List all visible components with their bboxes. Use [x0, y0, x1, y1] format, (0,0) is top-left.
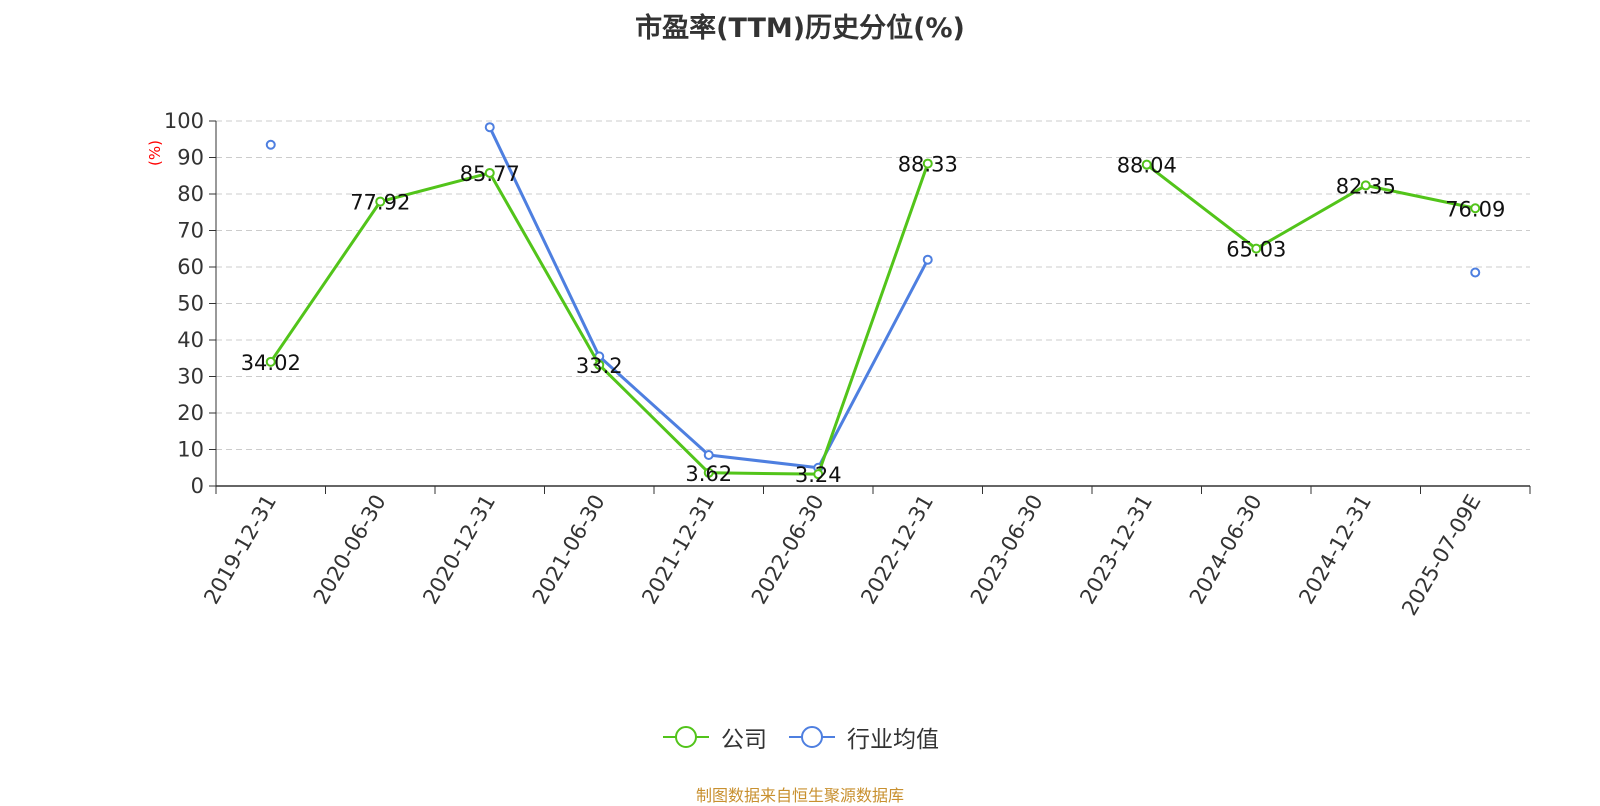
data-point-company [375, 196, 386, 207]
data-source-note: 制图数据来自恒生聚源数据库 [695, 786, 904, 805]
data-point-company [1251, 243, 1262, 254]
data-point-company [1470, 203, 1481, 214]
x-tick-label: 2020-06-30 [309, 491, 391, 609]
line-chart: 0 10 20 30 40 50 60 70 80 90 100 2019-12-31 2020-06-… [146, 109, 1531, 620]
data-label: 82.35 [1336, 174, 1396, 198]
data-point-company [265, 356, 276, 367]
data-label: 77.92 [350, 191, 410, 215]
x-tick-label: 2023-06-30 [966, 491, 1048, 609]
data-label: 88.04 [1117, 154, 1177, 178]
legend-industry-label: 行业均值 [847, 727, 939, 753]
data-point-company [703, 467, 714, 478]
grid-lines [216, 120, 1530, 450]
data-label: 3.24 [795, 463, 842, 487]
data-point-industry [1470, 267, 1481, 278]
data-point-industry [703, 449, 714, 460]
series-line-industry [488, 126, 930, 470]
x-tick-label: 2025-07-09E [1397, 491, 1485, 620]
y-tick-label: 90 [177, 146, 204, 170]
axes: 0 10 20 30 40 50 60 70 80 90 100 2019-12-31 2020-06-… [164, 109, 1531, 620]
x-tick-label: 2022-06-30 [747, 491, 829, 609]
x-tick-label: 2019-12-31 [199, 491, 281, 609]
series [265, 122, 1481, 480]
data-label: 34.02 [241, 351, 301, 375]
y-tick-label: 10 [177, 438, 204, 462]
legend: 公司 行业均值 [0, 720, 1600, 754]
x-tick-label: 2021-12-31 [637, 491, 719, 609]
data-label: 3.62 [685, 462, 732, 486]
y-tick-label: 0 [191, 474, 204, 498]
data-point-company [1360, 180, 1371, 191]
x-tick-label: 2024-06-30 [1185, 491, 1267, 609]
data-labels: 34.02 77.92 85.77 33.2 3.62 3.24 88.33 88.04 65.… [241, 153, 1506, 488]
legend-item-industry-avg[interactable]: 行业均值 [787, 720, 939, 754]
data-point-company [484, 167, 495, 178]
x-tick-label: 2020-12-31 [418, 491, 500, 609]
x-tick-label: 2023-12-31 [1075, 491, 1157, 609]
data-label: 88.33 [898, 153, 958, 177]
y-tick-label: 70 [177, 219, 204, 243]
y-tick-label: 60 [177, 255, 204, 279]
y-tick-label: 20 [177, 401, 204, 425]
series-line-company [1145, 163, 1476, 251]
data-label: 85.77 [460, 162, 520, 186]
data-point-industry [484, 122, 495, 133]
data-point-company [813, 469, 824, 480]
x-tick-label: 2021-06-30 [528, 491, 610, 609]
y-tick-label: 50 [177, 292, 204, 316]
data-point-company [594, 359, 605, 370]
chart-title: 市盈率(TTM)历史分位(%) [635, 13, 965, 44]
legend-company-icon [663, 726, 709, 748]
data-label: 65.03 [1226, 238, 1286, 262]
data-point-industry [922, 254, 933, 265]
legend-item-company[interactable]: 公司 [661, 720, 767, 754]
data-point-company [922, 158, 933, 169]
y-tick-label: 40 [177, 328, 204, 352]
data-point-industry [265, 139, 276, 150]
data-point-company [1141, 159, 1152, 170]
y-tick-label: 100 [164, 109, 204, 133]
data-label: 33.2 [576, 354, 623, 378]
legend-industry-icon [789, 726, 835, 748]
y-axis-label: (%) [146, 140, 164, 166]
x-tick-label: 2024-12-31 [1294, 491, 1376, 609]
y-tick-label: 80 [177, 182, 204, 206]
y-tick-label: 30 [177, 365, 204, 389]
x-tick-label: 2022-12-31 [856, 491, 938, 609]
data-label: 76.09 [1445, 197, 1505, 221]
legend-company-label: 公司 [721, 727, 767, 753]
